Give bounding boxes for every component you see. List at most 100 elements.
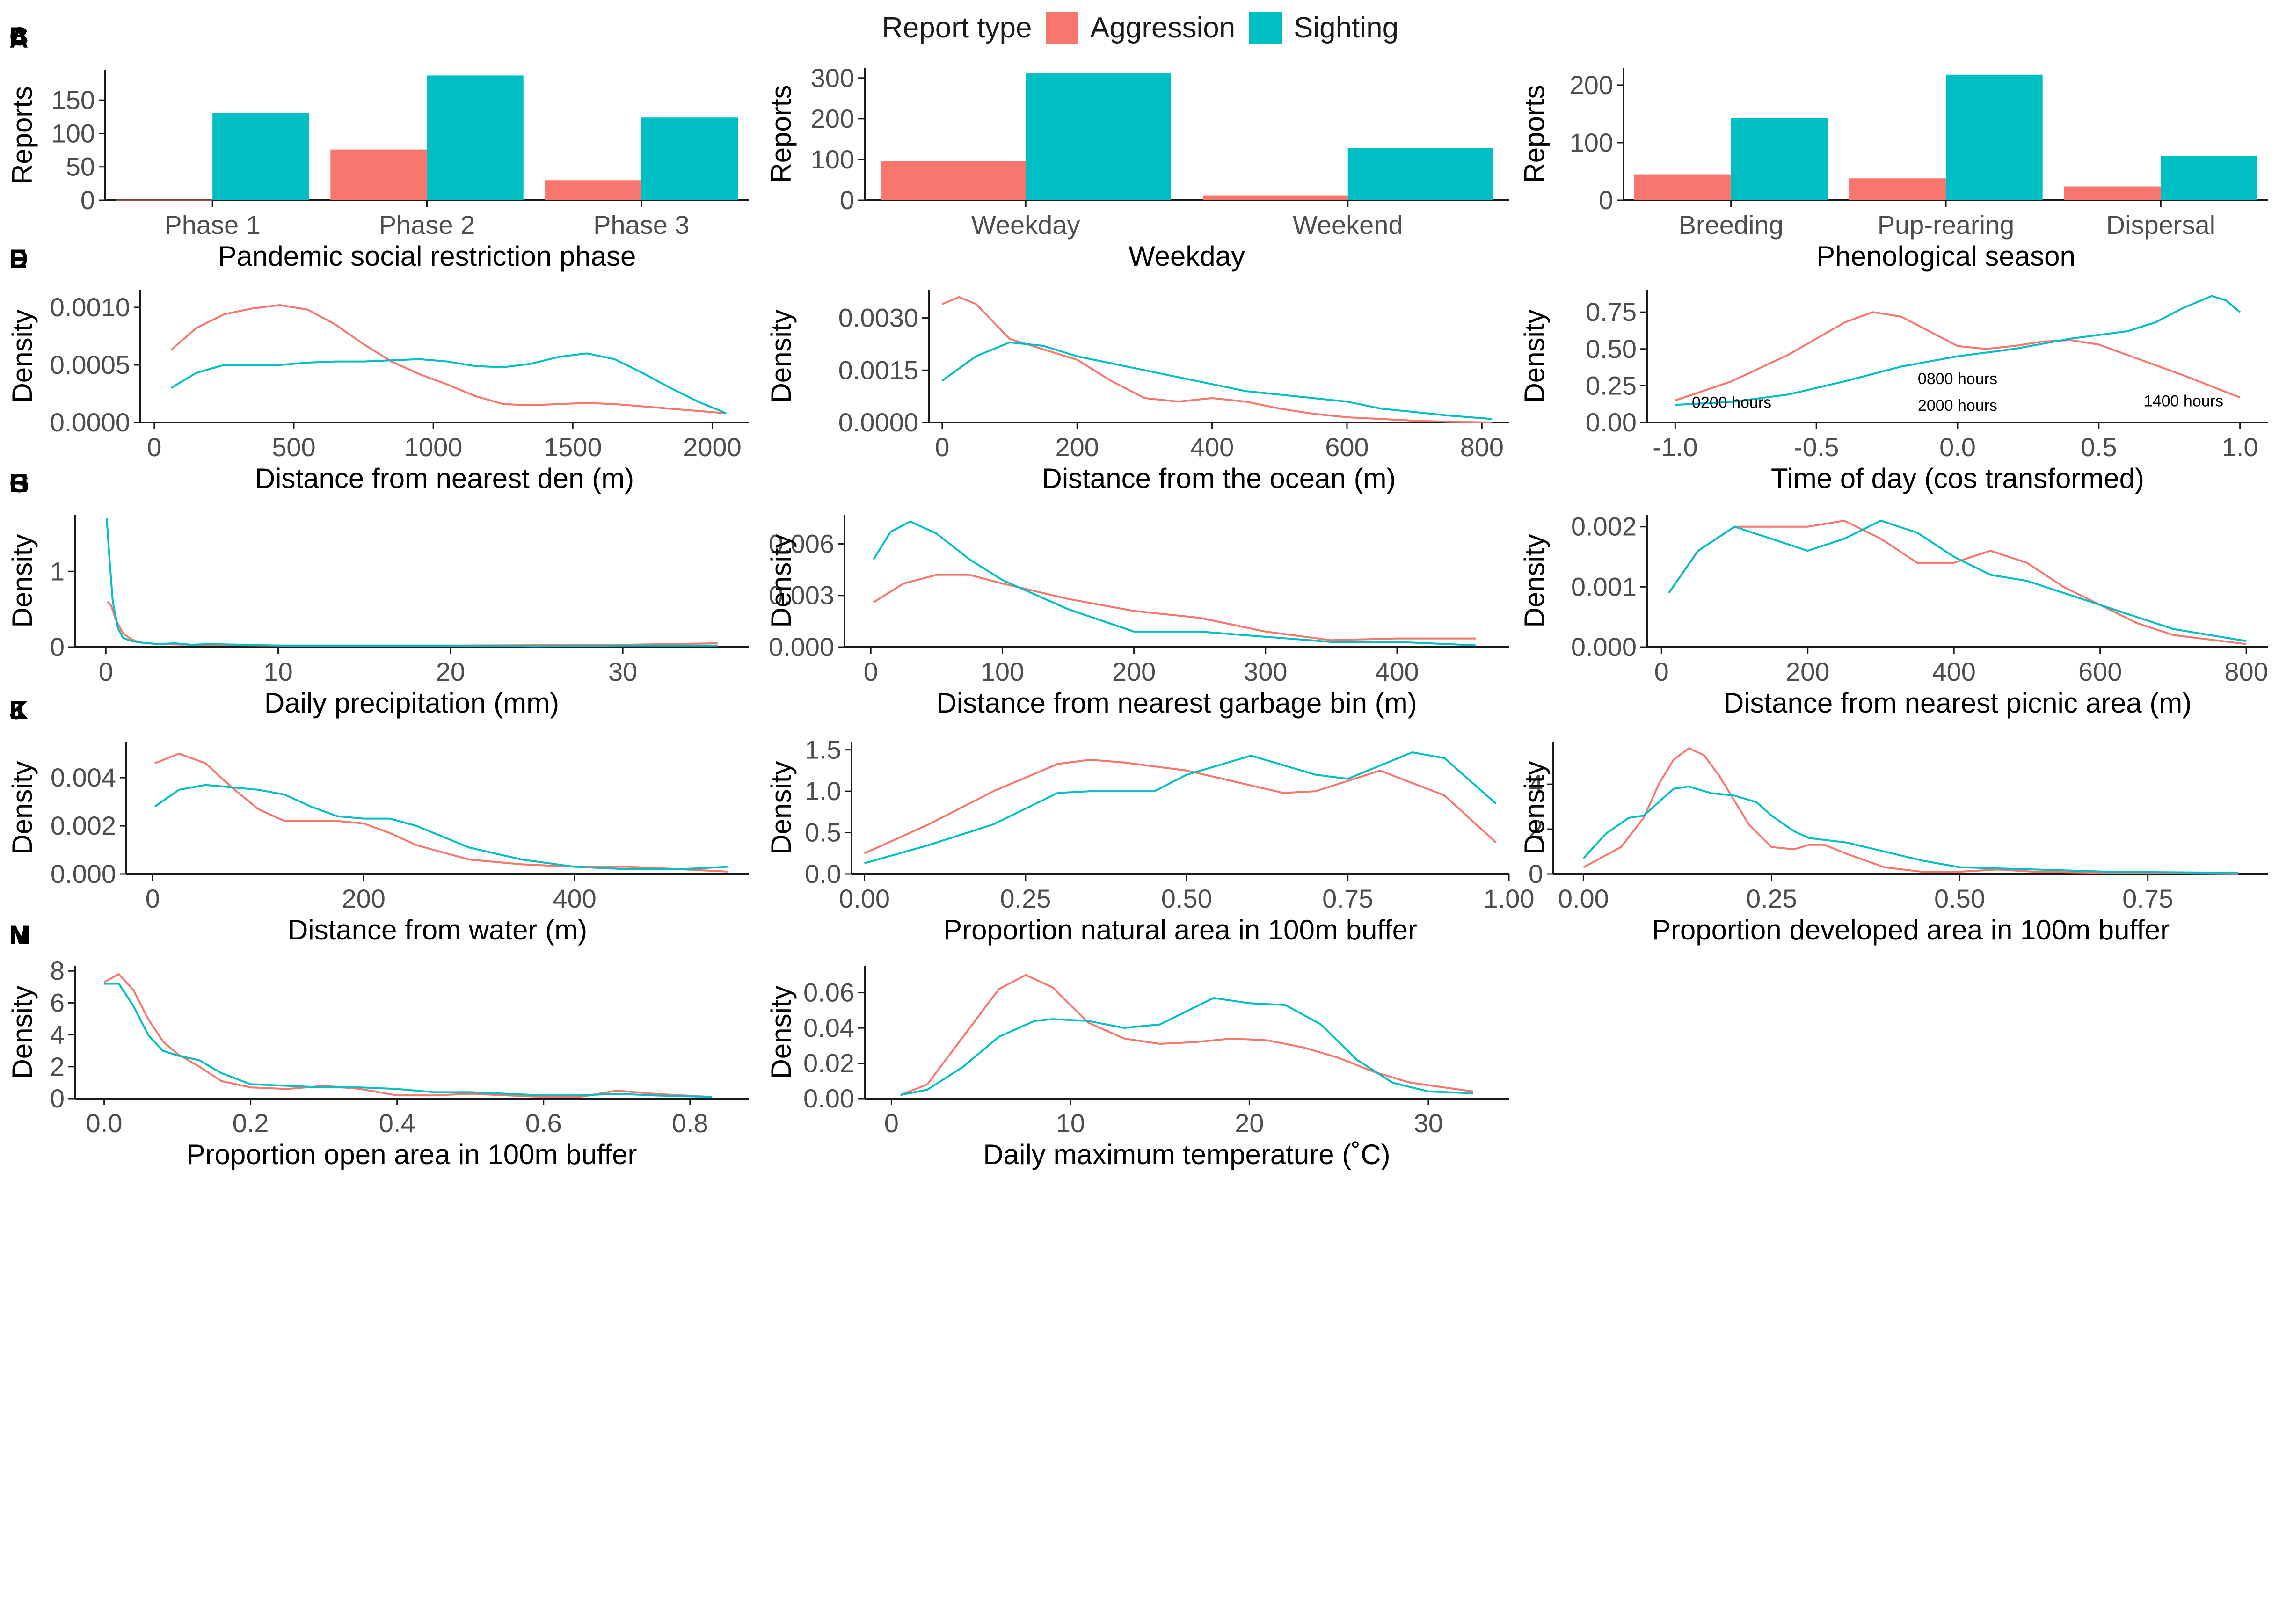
y-tick-label: 0 [50, 632, 65, 662]
panel-label: D [9, 244, 28, 273]
panel-label: J [9, 695, 24, 725]
y-tick-label: 0.00 [803, 1084, 854, 1113]
y-tick-label: 0.002 [1571, 512, 1637, 541]
x-tick-label: 0 [935, 432, 949, 462]
x-tick-label: 200 [1055, 432, 1099, 462]
legend-title: Report type [882, 12, 1032, 44]
y-tick-label: 100 [1570, 128, 1613, 157]
x-tick-label: 0.4 [379, 1108, 415, 1138]
x-tick-label: 0.8 [672, 1108, 708, 1138]
x-axis-title: Weekday [1129, 240, 1245, 272]
x-tick-label: 0.25 [1000, 884, 1051, 913]
y-tick-label: 2 [50, 1052, 65, 1081]
density-line-sighting [170, 352, 727, 415]
y-axis-title: Density [765, 761, 797, 854]
bar-sighting-phase-3 [641, 117, 738, 200]
panel-k: K 0.0 0.5 1.0 1.5 Density Proportion natural a… [9, 695, 1535, 946]
panel-j: J 0.000 0.002 0.004 Density Distance from wat… [7, 695, 749, 946]
report-type-legend: Report type Aggression Sighting [882, 12, 1398, 44]
hour-annotation: 0800 hours [1918, 370, 1997, 388]
y-tick-label: 0.0030 [838, 303, 918, 333]
y-tick-label: 0.06 [803, 978, 854, 1007]
x-tick-label: 0.50 [1161, 884, 1212, 913]
y-axis-title: Density [7, 309, 38, 403]
x-tick-label: -0.5 [1794, 432, 1839, 462]
y-tick-label: 8 [50, 956, 65, 985]
density-line-sighting [873, 520, 1476, 647]
y-tick-label: 0.002 [51, 811, 116, 840]
density-line-aggression [1668, 519, 2247, 645]
x-tick-label: Phase 3 [593, 210, 690, 240]
y-tick-label: 1 [50, 556, 65, 586]
density-line-sighting [1675, 295, 2241, 406]
bar-aggression-breeding [1634, 174, 1731, 200]
density-line-aggression [900, 974, 1473, 1096]
panel-label: F [9, 244, 25, 273]
y-tick-label: 0 [1529, 859, 1543, 888]
density-line-aggression [103, 973, 712, 1098]
bar-sighting-weekend [1347, 148, 1493, 200]
x-tick-label: 200 [1786, 657, 1829, 686]
y-tick-label: 0.000 [769, 632, 834, 662]
bar-sighting-dispersal [2161, 156, 2258, 200]
density-line-sighting [106, 518, 718, 648]
density-line-sighting [941, 341, 1493, 420]
y-axis-title: Density [7, 761, 38, 854]
x-tick-label: 0.50 [1934, 884, 1985, 913]
y-tick-label: 200 [1570, 70, 1613, 100]
density-line-aggression [170, 304, 727, 415]
x-tick-label: 1000 [404, 432, 463, 462]
x-tick-label: 30 [1414, 1108, 1443, 1138]
x-tick-label: 20 [1235, 1108, 1264, 1138]
y-tick-label: 0 [50, 1084, 65, 1113]
x-tick-label: 600 [2078, 657, 2122, 686]
bar-aggression-weekend [1202, 195, 1348, 200]
x-tick-label: 0 [884, 1108, 899, 1138]
density-line-aggression [873, 574, 1476, 641]
y-tick-label: 0.75 [1586, 297, 1637, 327]
bar-sighting-pup-rearing [1946, 74, 2043, 200]
x-axis-title: Daily precipitation (mm) [264, 687, 559, 719]
bar-aggression-phase-3 [545, 180, 641, 200]
y-tick-label: 6 [50, 988, 65, 1017]
y-tick-label: 0.50 [1586, 334, 1637, 364]
x-tick-label: 400 [553, 884, 596, 913]
x-tick-label: 0.75 [1322, 884, 1373, 913]
y-tick-label: 0.25 [1586, 371, 1637, 400]
x-tick-label: Dispersal [2106, 210, 2215, 240]
y-tick-label: 0.02 [803, 1049, 854, 1078]
panel-label: A [9, 24, 28, 53]
x-tick-label: 1.00 [1484, 884, 1535, 913]
x-tick-label: 0.00 [1558, 884, 1609, 913]
y-tick-label: 50 [66, 152, 95, 182]
y-tick-label: 0 [80, 185, 95, 215]
y-tick-label: 4 [1529, 769, 1543, 799]
bar-sighting-weekday [1026, 73, 1171, 200]
x-axis-title: Distance from water (m) [288, 914, 587, 946]
y-tick-label: 200 [811, 104, 854, 133]
density-line-aggression [107, 601, 718, 647]
x-tick-label: 400 [1932, 657, 1975, 686]
panel-c: C 0 100 200 Reports Phenological season Breedi… [9, 22, 2268, 272]
x-tick-label: 20 [436, 657, 465, 686]
density-line-aggression [864, 758, 1497, 854]
panel-label: C [9, 22, 28, 51]
bar-sighting-phase-1 [212, 113, 309, 200]
bar-aggression-phase-2 [330, 149, 427, 200]
panel-e: E 0.0000 0.0015 0.0030 Density Distance from … [9, 244, 1509, 494]
x-axis-title: Proportion natural area in 100m buffer [943, 914, 1417, 946]
bar-aggression-pup-rearing [1849, 178, 1946, 200]
x-tick-label: 0.00 [839, 884, 890, 913]
density-line-aggression [154, 752, 728, 873]
y-tick-label: 0.00 [1586, 408, 1637, 437]
x-axis-title: Distance from nearest den (m) [255, 463, 634, 494]
x-tick-label: 0.0 [1939, 432, 1976, 462]
y-tick-label: 0.000 [1571, 632, 1637, 662]
y-axis-title: Density [765, 534, 797, 627]
panel-label: L [9, 695, 25, 725]
x-tick-label: 1.0 [2222, 432, 2258, 462]
